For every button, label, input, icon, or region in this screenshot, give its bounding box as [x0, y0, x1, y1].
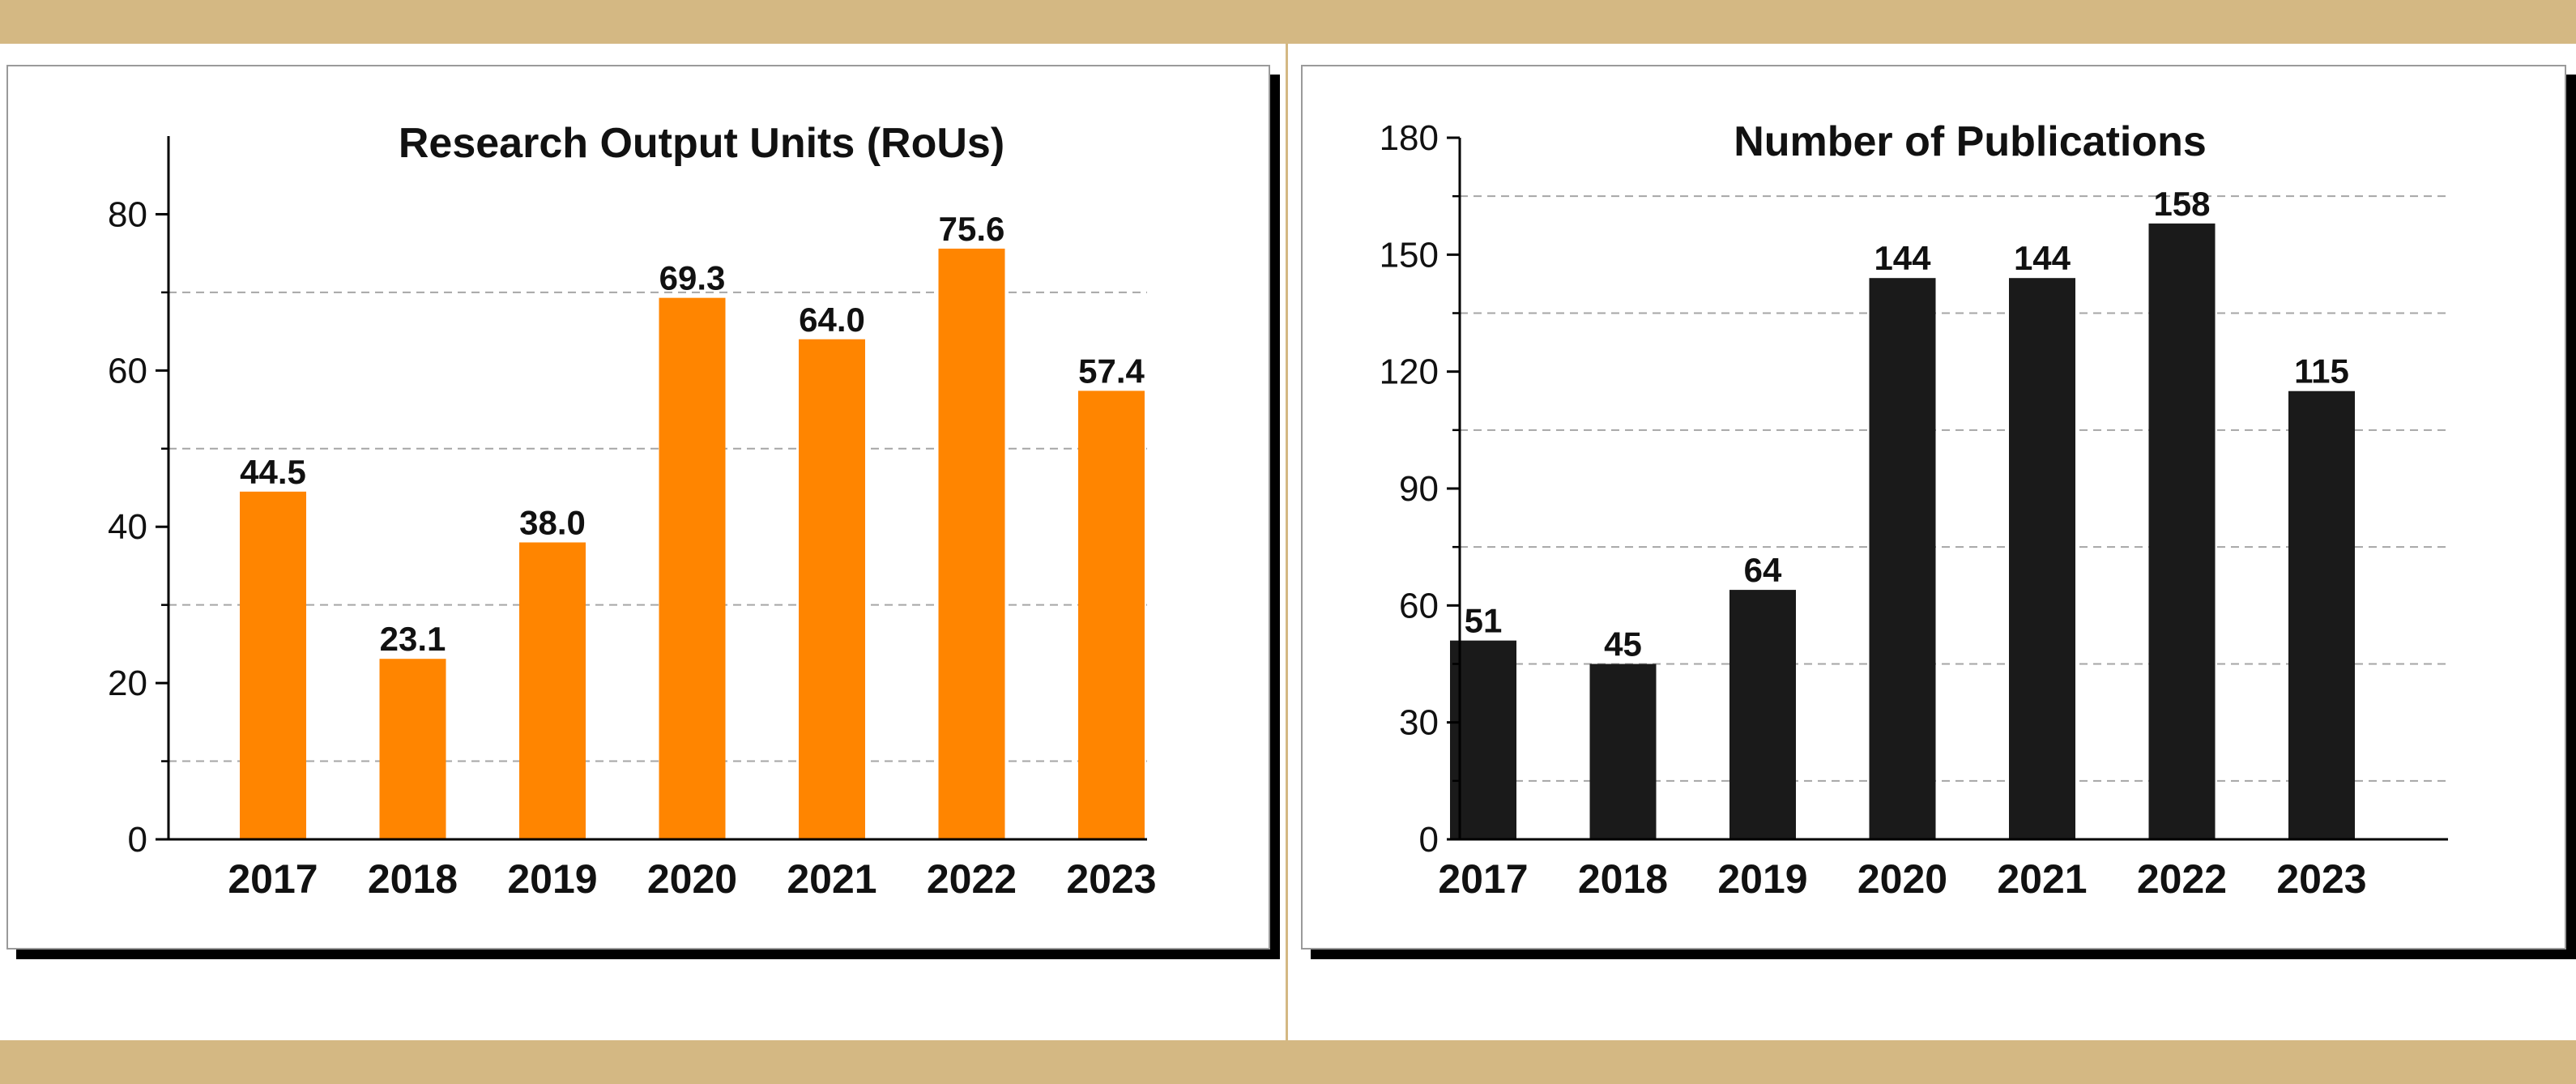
pubs-data-label-2018: 45: [1604, 625, 1642, 664]
pubs-chart-title: Number of Publications: [1734, 118, 2207, 165]
pubs-x-tick-2020: 2020: [1857, 856, 1947, 902]
rous-x-tick-2018: 2018: [368, 856, 458, 902]
rous-y-tick-40: 40: [108, 507, 147, 547]
pubs-data-label-2020: 144: [1874, 239, 1931, 277]
pubs-bar-2018: [1589, 664, 1657, 839]
rous-x-tick-2023: 2023: [1066, 856, 1156, 902]
rous-x-tick-2021: 2021: [787, 856, 876, 902]
pubs-data-label-2017: 51: [1465, 602, 1503, 640]
pubs-x-tick-2018: 2018: [1578, 856, 1668, 902]
rous-x-tick-2020: 2020: [647, 856, 737, 902]
rous-y-tick-0: 0: [128, 820, 147, 860]
pubs-y-tick-60: 60: [1399, 586, 1439, 625]
rous-bar-chart: Research Output Units (RoUs) 44.5 2017 23.1…: [108, 120, 1157, 902]
rous-data-label-2022: 75.6: [939, 210, 1005, 248]
pubs-y-tick-0: 0: [1419, 820, 1439, 860]
pubs-y-tick-90: 90: [1399, 469, 1439, 509]
rous-bar-2022: [938, 248, 1005, 839]
publications-bar-chart: Number of Publications 51 2017 45 2018 64 2019…: [1380, 118, 2448, 902]
bottom-band: [0, 1040, 2576, 1084]
rous-y-tick-80: 80: [108, 194, 147, 234]
rous-y-tick-60: 60: [108, 351, 147, 390]
pubs-bar-2017: [1450, 640, 1516, 839]
pubs-bar-2019: [1729, 590, 1796, 839]
pubs-y-tick-180: 180: [1380, 118, 1439, 158]
rous-data-label-2019: 38.0: [519, 504, 586, 542]
rous-x-tick-2019: 2019: [507, 856, 597, 902]
rous-bar-2020: [659, 297, 726, 839]
pubs-y-tick-30: 30: [1399, 703, 1439, 743]
rous-bar-2019: [519, 542, 586, 839]
rous-y-tick-20: 20: [108, 664, 147, 703]
center-divider: [1286, 44, 1288, 1040]
pubs-y-tick-120: 120: [1380, 352, 1439, 392]
rous-data-label-2017: 44.5: [240, 453, 306, 491]
pubs-data-label-2023: 115: [2294, 352, 2349, 390]
pubs-x-tick-2017: 2017: [1438, 856, 1528, 902]
rous-chart-title: Research Output Units (RoUs): [399, 120, 1004, 167]
top-band: [0, 0, 2576, 44]
rous-data-label-2020: 69.3: [659, 259, 726, 297]
pubs-x-tick-2021: 2021: [1997, 856, 2087, 902]
pubs-data-label-2021: 144: [2014, 239, 2071, 277]
pubs-bar-2022: [2148, 223, 2216, 839]
pubs-data-label-2022: 158: [2153, 185, 2210, 223]
pubs-x-tick-2022: 2022: [2137, 856, 2227, 902]
rous-bar-2023: [1078, 390, 1145, 839]
rous-data-label-2018: 23.1: [380, 620, 446, 658]
rous-data-label-2023: 57.4: [1078, 352, 1145, 390]
pubs-bar-2021: [2009, 278, 2075, 839]
publications-chart-panel: Number of Publications 51 2017 45 2018 64 2019…: [1301, 65, 2566, 950]
rous-bar-2017: [240, 491, 306, 839]
pubs-y-tick-150: 150: [1380, 235, 1439, 275]
pubs-x-tick-2023: 2023: [2276, 856, 2366, 902]
rous-x-tick-2017: 2017: [228, 856, 318, 902]
pubs-x-tick-2019: 2019: [1717, 856, 1807, 902]
rous-bar-2021: [799, 339, 865, 839]
rous-data-label-2021: 64.0: [799, 301, 865, 339]
rous-x-tick-2022: 2022: [927, 856, 1017, 902]
rous-chart-panel: Research Output Units (RoUs) 44.5 2017 23.1…: [6, 65, 1270, 950]
rous-bar-2018: [379, 659, 446, 839]
pubs-bar-2020: [1869, 278, 1936, 839]
pubs-data-label-2019: 64: [1744, 551, 1782, 589]
pubs-bar-2023: [2288, 390, 2355, 839]
